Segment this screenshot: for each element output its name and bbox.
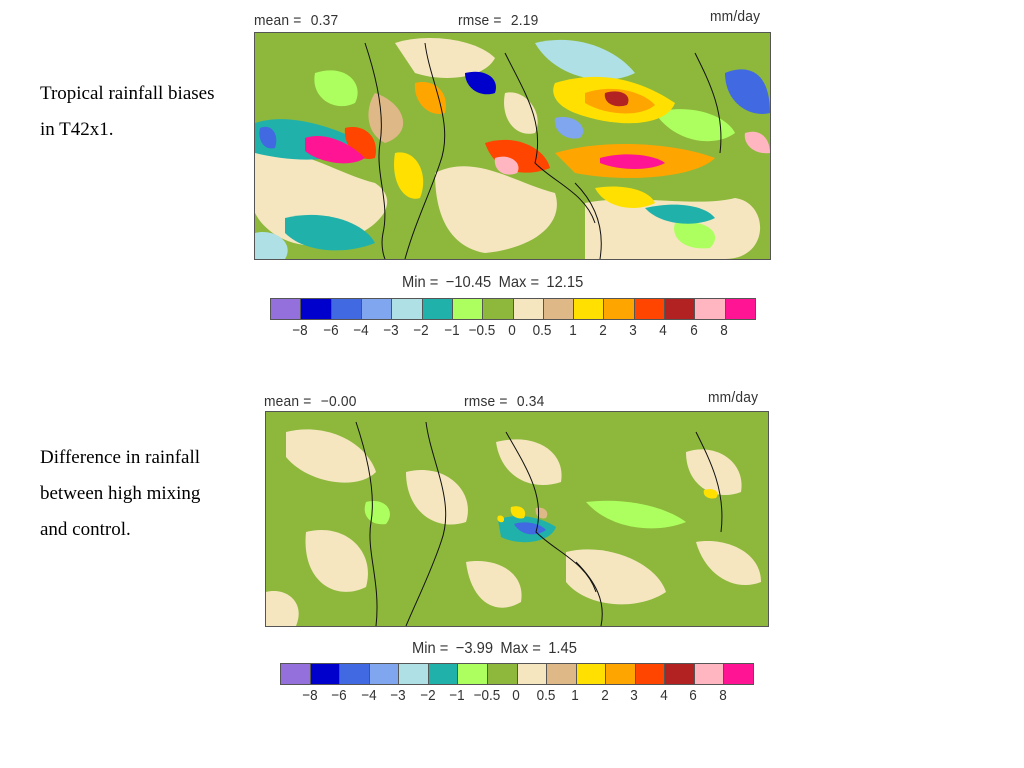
difference-map-field xyxy=(266,412,768,626)
rmse-value: 0.34 xyxy=(516,393,545,410)
colorbar-swatch xyxy=(665,664,695,684)
colorbar-tick-label: −6 xyxy=(322,322,339,339)
colorbar-tick-label: 0.5 xyxy=(536,687,555,704)
colorbar-swatch xyxy=(513,299,544,319)
colorbar-swatch xyxy=(428,664,459,684)
units-label: mm/day xyxy=(710,8,761,25)
colorbar-swatch xyxy=(361,299,393,319)
min-max-readout: Min = −3.99 Max = 1.45 xyxy=(412,640,584,658)
colorbar-swatch xyxy=(301,299,332,319)
colorbar-swatch xyxy=(547,664,577,684)
colorbar-swatch xyxy=(543,299,575,319)
colorbar-swatch xyxy=(399,664,429,684)
rmse-readout: rmse = 2.19 xyxy=(458,12,538,29)
rainfall-difference-map xyxy=(265,411,769,627)
colorbar-tick-label: 3 xyxy=(630,687,638,704)
rmse-label: rmse = xyxy=(464,393,508,410)
colorbar-tick-label: 3 xyxy=(629,322,637,339)
colorbar-swatch xyxy=(487,664,518,684)
min-value: −10.45 xyxy=(445,274,492,291)
max-value: 1.45 xyxy=(548,640,577,657)
colorbar-tick-label: 6 xyxy=(689,687,697,704)
colorbar-tick-label: −3 xyxy=(390,687,406,704)
rmse-readout: rmse = 0.34 xyxy=(464,393,544,410)
colorbar-tick-label: 0.5 xyxy=(532,322,552,339)
colorbar-swatch xyxy=(310,664,341,684)
max-label: Max = xyxy=(498,274,540,291)
colorbar-tick-label: 1 xyxy=(568,322,577,339)
rmse-value: 2.19 xyxy=(510,12,539,29)
caption-bottom: Difference in rainfall between high mixi… xyxy=(40,447,201,540)
colorbar-tick-label: −0.5 xyxy=(468,322,496,339)
colorbar-tick-label: 2 xyxy=(600,687,609,704)
colorbar-tick-label: 8 xyxy=(719,322,728,339)
colorbar-swatch xyxy=(634,299,666,319)
colorbar-swatch xyxy=(452,299,484,319)
colorbar-tick-label: 4 xyxy=(659,322,668,339)
colorbar-swatch xyxy=(606,664,636,684)
colorbar-tick-label: 6 xyxy=(689,322,698,339)
colorbar-tick-label: 8 xyxy=(718,687,727,704)
max-label: Max = xyxy=(500,640,541,657)
colorbar-tick-label: 2 xyxy=(598,322,607,339)
colorbar-tick-label: 0 xyxy=(508,322,516,339)
colorbar-tick-label: −6 xyxy=(331,687,347,704)
mean-value: −0.00 xyxy=(320,393,357,410)
colorbar-swatch xyxy=(271,299,302,319)
colorbar-swatch xyxy=(695,299,726,319)
colorbar-swatch xyxy=(724,664,753,684)
colorbar-tick-label: 1 xyxy=(571,687,579,704)
caption-top: Tropical rainfall biases in T42x1. xyxy=(40,83,215,140)
colorbar-swatch xyxy=(369,664,400,684)
colorbar-swatch xyxy=(576,664,607,684)
min-label: Min = xyxy=(412,640,449,657)
min-value: −3.99 xyxy=(455,640,494,657)
colorbar-tick-label: 0 xyxy=(512,687,520,704)
colorbar-tick-label: −1 xyxy=(449,687,465,704)
colorbar-tick-label: −3 xyxy=(383,322,399,339)
colorbar xyxy=(270,298,756,320)
colorbar-tick-label: −8 xyxy=(292,322,308,339)
colorbar-swatch xyxy=(422,299,453,319)
colorbar-tick-label: −1 xyxy=(443,322,460,339)
colorbar-swatch xyxy=(574,299,605,319)
mean-readout: mean = 0.37 xyxy=(254,12,338,29)
min-label: Min = xyxy=(402,274,439,291)
rainfall-bias-map xyxy=(254,32,771,260)
units-label: mm/day xyxy=(708,389,759,406)
colorbar-swatch xyxy=(725,299,755,319)
mean-label: mean = xyxy=(254,12,302,29)
colorbar-swatch xyxy=(635,664,666,684)
min-max-readout: Min = −10.45 Max = 12.15 xyxy=(402,274,591,292)
colorbar-tick-label: −8 xyxy=(301,687,318,704)
colorbar-swatch xyxy=(340,664,370,684)
mean-label: mean = xyxy=(264,393,312,410)
mean-readout: mean = −0.00 xyxy=(264,393,357,410)
colorbar-swatch xyxy=(665,299,696,319)
bias-map-field xyxy=(255,33,770,259)
colorbar-tick-label: −2 xyxy=(419,687,436,704)
colorbar xyxy=(280,663,754,685)
colorbar-swatch xyxy=(281,664,311,684)
colorbar-tick-label: 4 xyxy=(659,687,668,704)
colorbar-swatch xyxy=(604,299,635,319)
colorbar-tick-label: −4 xyxy=(353,322,369,339)
colorbar-tick-label: −2 xyxy=(413,322,429,339)
colorbar-swatch xyxy=(517,664,548,684)
colorbar-swatch xyxy=(331,299,362,319)
colorbar-swatch xyxy=(392,299,423,319)
mean-value: 0.37 xyxy=(310,12,339,29)
colorbar-swatch xyxy=(483,299,514,319)
colorbar-swatch xyxy=(694,664,725,684)
colorbar-tick-label: −4 xyxy=(360,687,377,704)
max-value: 12.15 xyxy=(546,274,584,291)
colorbar-tick-label: −0.5 xyxy=(473,687,500,704)
rmse-label: rmse = xyxy=(458,12,502,29)
colorbar-swatch xyxy=(458,664,488,684)
